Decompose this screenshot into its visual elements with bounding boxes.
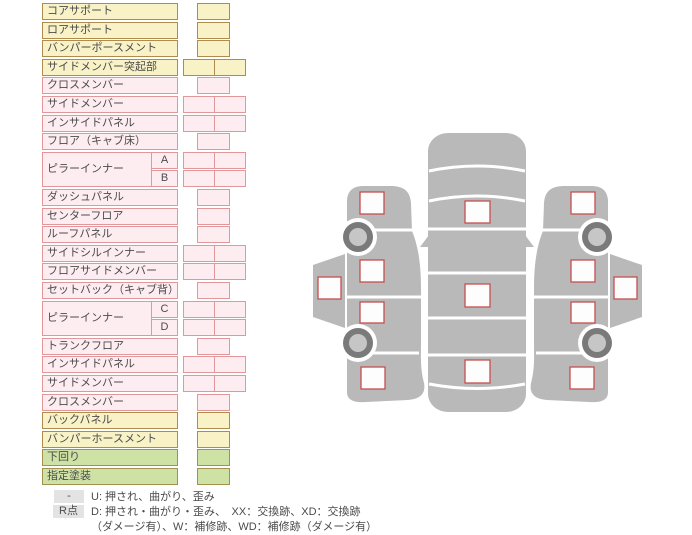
legend-text: U: 押され、曲がり、歪み bbox=[91, 491, 215, 503]
part-sub-label: B bbox=[151, 170, 178, 188]
damage-cell[interactable] bbox=[183, 300, 215, 318]
damage-cell[interactable] bbox=[214, 319, 246, 337]
damage-cell[interactable] bbox=[197, 207, 230, 225]
legend-badge-column: R点 bbox=[40, 505, 84, 518]
damage-marker-box[interactable] bbox=[464, 359, 491, 384]
damage-cell[interactable] bbox=[197, 133, 230, 151]
mirror-arrow-right bbox=[522, 231, 534, 247]
legend: - U: 押され、曲がり、歪み R点 D: 押され・曲がり・歪み、 XX：交換跡、XD… bbox=[40, 490, 660, 535]
damage-cell[interactable] bbox=[214, 375, 246, 392]
damage-cell[interactable] bbox=[197, 430, 230, 448]
damage-cell[interactable] bbox=[214, 356, 246, 374]
damage-cell[interactable] bbox=[183, 263, 215, 281]
top-view bbox=[420, 133, 534, 412]
legend-row: （ダメージ有）、W：補修跡、WD：補修跡（ダメージ有） bbox=[40, 520, 660, 535]
part-label: サイドメンバー bbox=[42, 96, 178, 113]
damage-cell[interactable] bbox=[214, 151, 246, 169]
legend-row: R点 D: 押され・曲がり・歪み、 XX：交換跡、XD：交換跡 bbox=[40, 505, 660, 520]
legend-badge: - bbox=[54, 490, 84, 503]
damage-cell[interactable] bbox=[197, 412, 230, 430]
legend-text: （ダメージ有）、W：補修跡、WD：補修跡（ダメージ有） bbox=[91, 521, 378, 533]
damage-cell[interactable] bbox=[214, 114, 246, 132]
damage-cell[interactable] bbox=[183, 58, 215, 76]
damage-cell[interactable] bbox=[197, 468, 230, 485]
damage-cell[interactable] bbox=[214, 263, 246, 281]
damage-cell[interactable] bbox=[214, 300, 246, 318]
part-label: トランクフロア bbox=[42, 337, 178, 355]
damage-cell[interactable] bbox=[183, 114, 215, 132]
damage-cell[interactable] bbox=[183, 151, 215, 169]
part-label: セットバック（キャブ背） bbox=[42, 282, 178, 299]
damage-cell[interactable] bbox=[214, 170, 246, 188]
damage-cell[interactable] bbox=[197, 393, 230, 411]
part-label: インサイドパネル bbox=[42, 114, 178, 132]
part-label: フロア（キャブ床） bbox=[42, 133, 178, 151]
left-side-view bbox=[311, 184, 426, 404]
part-label: サイドシルインナー bbox=[42, 244, 178, 262]
damage-cell[interactable] bbox=[197, 77, 230, 95]
part-sub-label: D bbox=[151, 319, 178, 337]
part-label: ルーフパネル bbox=[42, 226, 178, 244]
panel-split-line bbox=[428, 164, 526, 173]
legend-row: - U: 押され、曲がり、歪み bbox=[40, 490, 660, 505]
damage-cell[interactable] bbox=[183, 170, 215, 188]
part-label: 下回り bbox=[42, 449, 178, 467]
panel-split-line bbox=[428, 382, 526, 390]
part-label: ダッシュパネル bbox=[42, 189, 178, 206]
part-label: 指定塗装 bbox=[42, 468, 178, 485]
damage-cell[interactable] bbox=[197, 21, 230, 39]
part-label: サイドメンバー突起部 bbox=[42, 58, 178, 76]
damage-cell[interactable] bbox=[214, 58, 246, 76]
damage-cell[interactable] bbox=[197, 3, 230, 20]
part-sub-label: C bbox=[151, 300, 178, 318]
damage-marker-box[interactable] bbox=[464, 283, 491, 308]
panel-split-line bbox=[428, 194, 526, 203]
part-label: フロアサイドメンバー bbox=[42, 263, 178, 281]
parts-table: コアサポート ロアサポート バンパーポースメント サイドメンバー突起部 クロスメンバーサ… bbox=[42, 3, 247, 491]
damage-cell[interactable] bbox=[183, 375, 215, 392]
part-label: コアサポート bbox=[42, 3, 178, 20]
legend-text: D: 押され・曲がり・歪み、 XX：交換跡、XD：交換跡 bbox=[91, 506, 361, 518]
damage-cell[interactable] bbox=[197, 449, 230, 467]
legend-badge: R点 bbox=[53, 505, 84, 518]
damage-cell[interactable] bbox=[183, 96, 215, 113]
part-label: バンパーホースメント bbox=[42, 430, 178, 448]
damage-cell[interactable] bbox=[197, 40, 230, 58]
damage-cell[interactable] bbox=[197, 282, 230, 299]
part-label: クロスメンバー bbox=[42, 393, 178, 411]
part-label: センターフロア bbox=[42, 207, 178, 225]
part-label: バンパーポースメント bbox=[42, 40, 178, 58]
damage-cell[interactable] bbox=[214, 96, 246, 113]
damage-cell[interactable] bbox=[183, 244, 215, 262]
part-label: バックパネル bbox=[42, 412, 178, 430]
part-label: ロアサポート bbox=[42, 21, 178, 39]
legend-badge-column: - bbox=[40, 490, 84, 503]
part-label: ピラーインナー bbox=[42, 300, 152, 337]
part-label: インサイドパネル bbox=[42, 356, 178, 374]
damage-cell[interactable] bbox=[197, 337, 230, 355]
damage-cell[interactable] bbox=[183, 356, 215, 374]
damage-cell[interactable] bbox=[214, 244, 246, 262]
part-sub-label: A bbox=[151, 151, 178, 169]
part-label: サイドメンバー bbox=[42, 375, 178, 392]
damage-marker-box[interactable] bbox=[464, 200, 491, 224]
right-side-view bbox=[529, 184, 644, 404]
damage-cell[interactable] bbox=[197, 189, 230, 206]
mirror-arrow-left bbox=[420, 231, 432, 247]
car-diagram bbox=[311, 133, 644, 412]
damage-cell[interactable] bbox=[183, 319, 215, 337]
part-label: ピラーインナー bbox=[42, 151, 152, 188]
damage-cell[interactable] bbox=[197, 226, 230, 244]
part-label: クロスメンバー bbox=[42, 77, 178, 95]
